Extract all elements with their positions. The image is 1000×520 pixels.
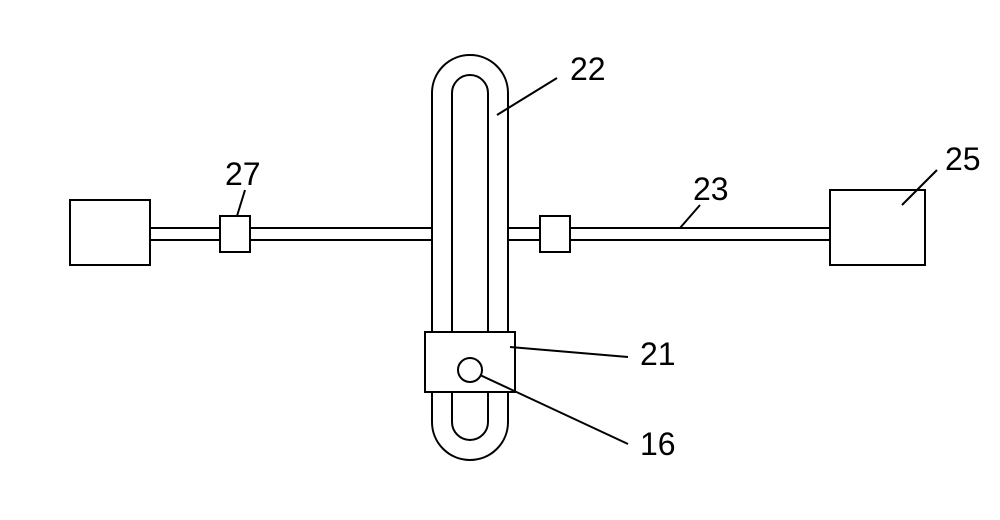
- left-block: [70, 200, 150, 265]
- schematic-svg: 22 25 23 27 21 16: [0, 0, 1000, 520]
- label-16: 16: [640, 426, 676, 462]
- leader-23: [680, 205, 700, 228]
- label-27: 27: [225, 156, 261, 192]
- label-21: 21: [640, 336, 676, 372]
- vertical-slot-outer: [432, 55, 508, 460]
- right-block: [830, 190, 925, 265]
- leader-27: [237, 190, 245, 216]
- label-23: 23: [693, 171, 729, 207]
- leader-21: [510, 347, 628, 357]
- leader-25: [902, 170, 937, 205]
- diagram-container: 22 25 23 27 21 16: [0, 0, 1000, 520]
- left-rod: [150, 228, 432, 240]
- right-small-block: [540, 216, 570, 252]
- left-small-block: [220, 216, 250, 252]
- label-25: 25: [945, 141, 981, 177]
- label-22: 22: [570, 51, 606, 87]
